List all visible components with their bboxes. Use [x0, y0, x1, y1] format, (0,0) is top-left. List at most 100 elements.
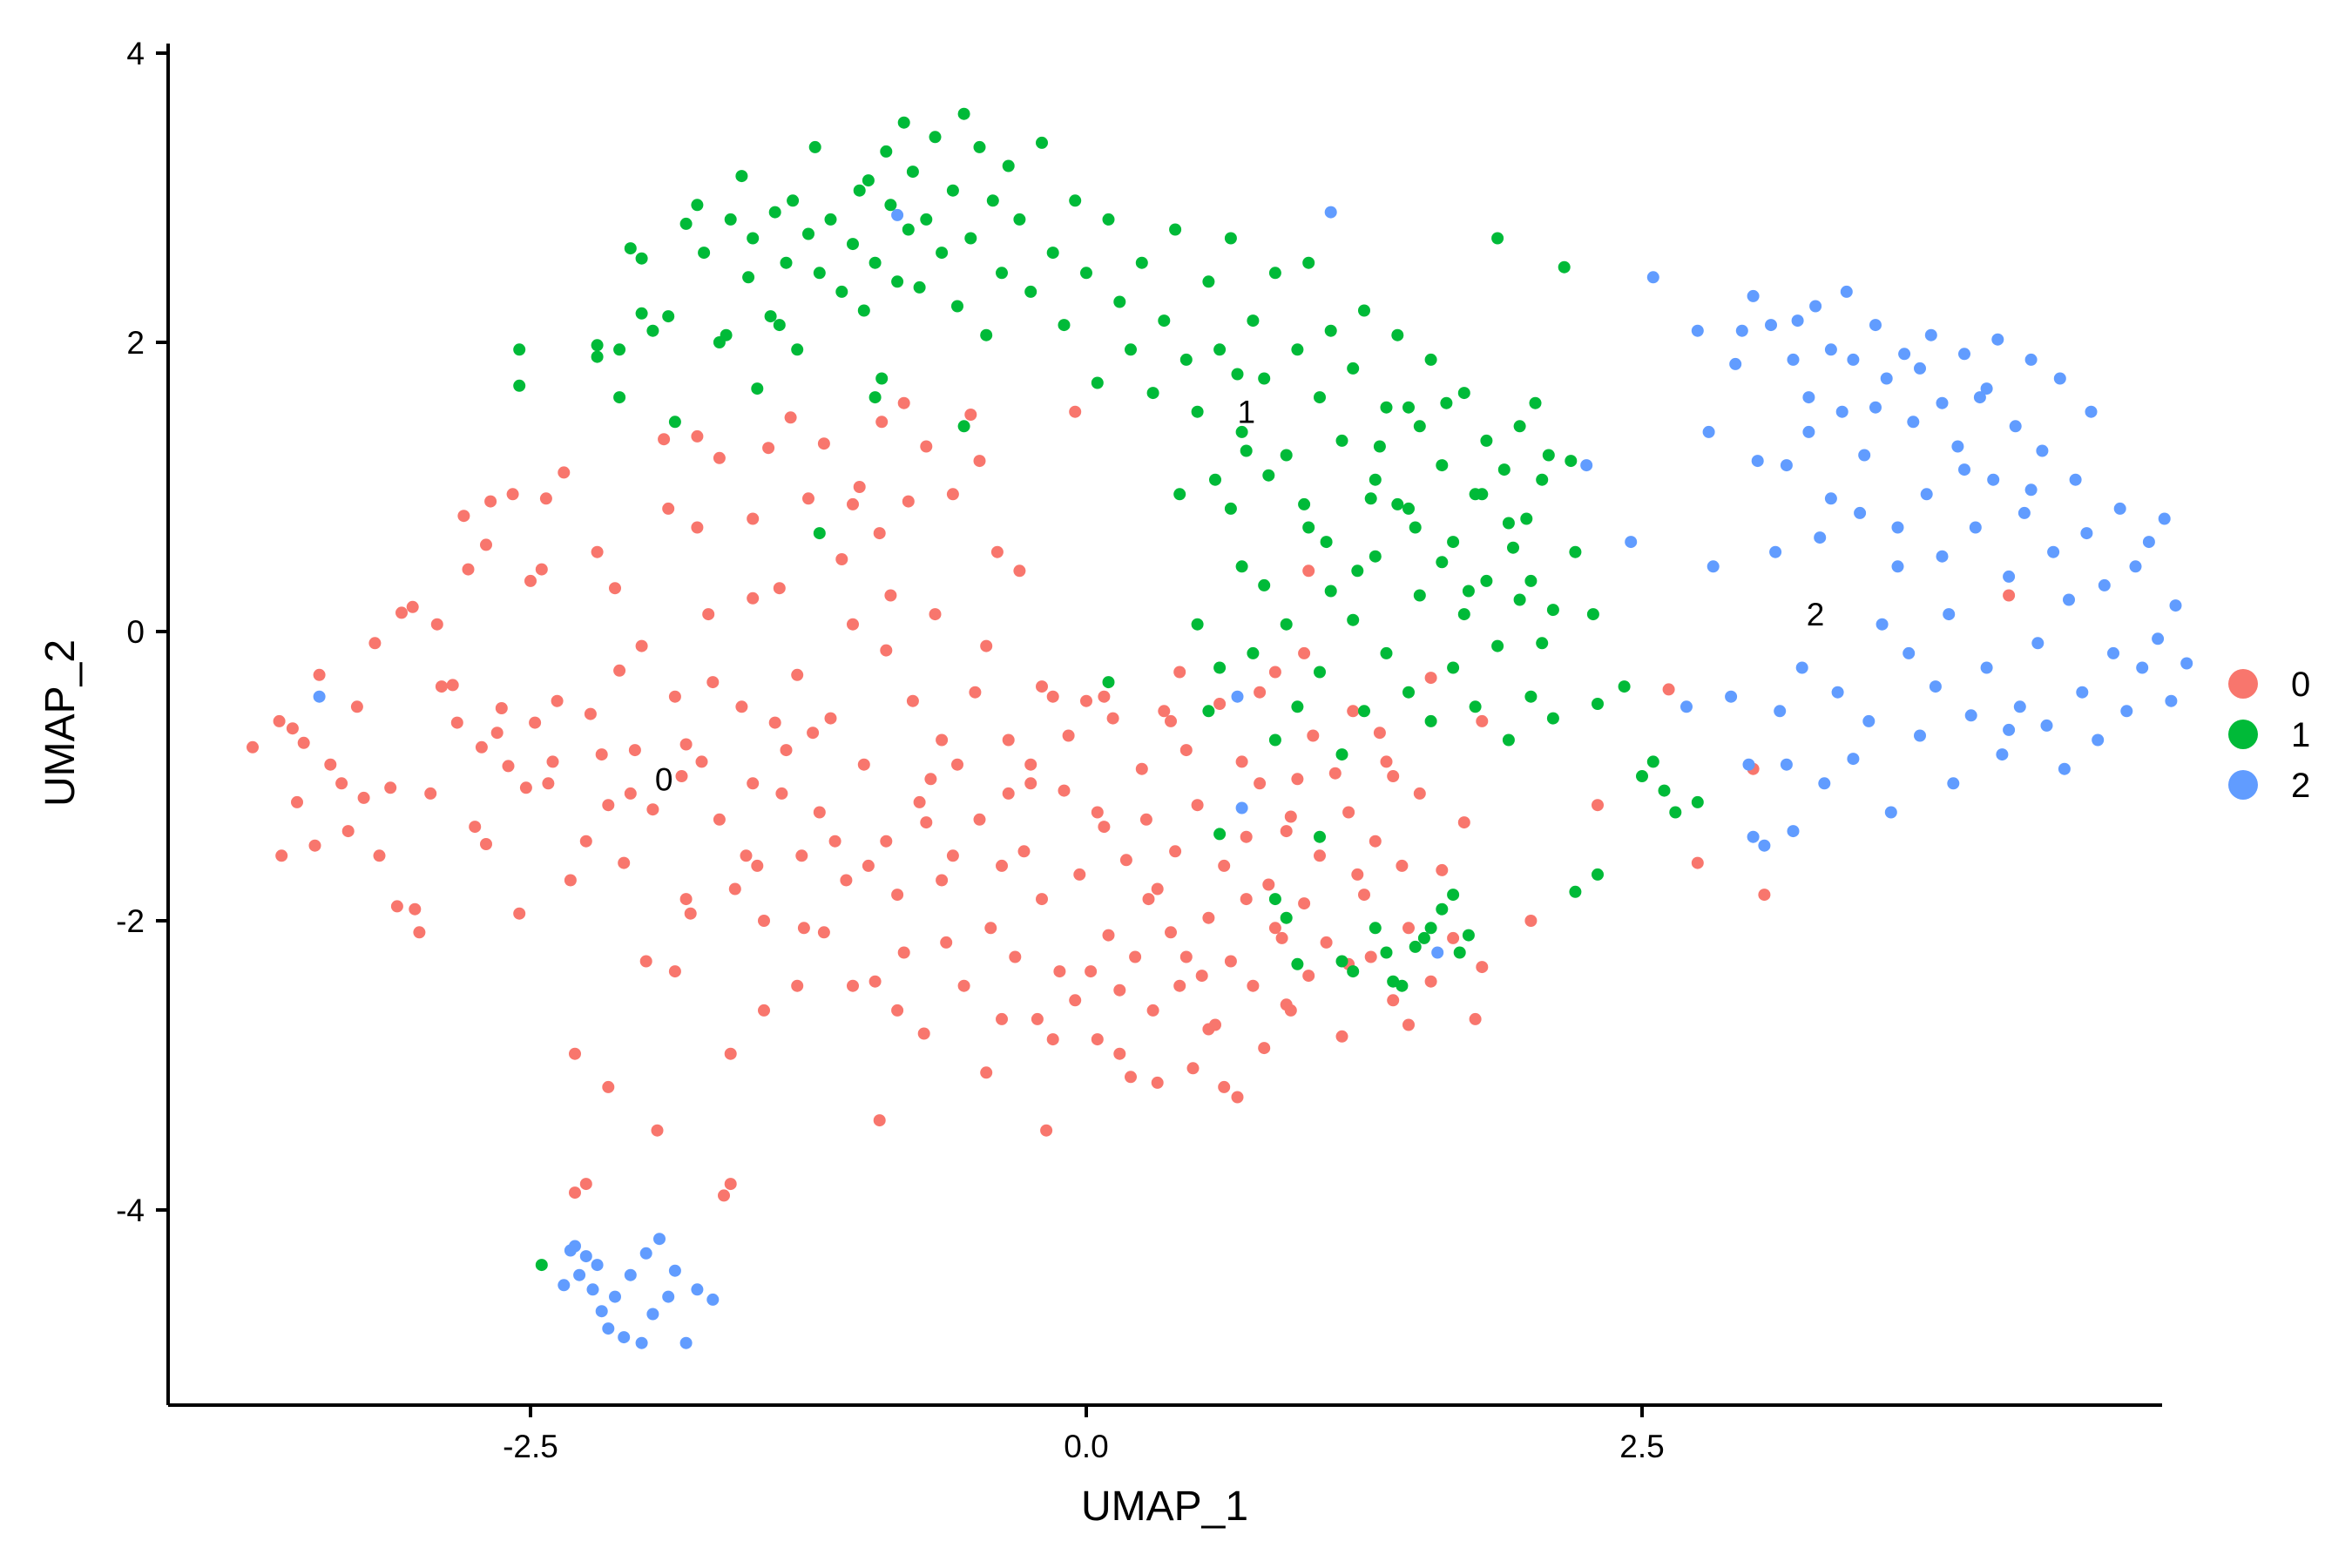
- point-cluster-0: [980, 1066, 993, 1079]
- point-cluster-0: [675, 770, 688, 782]
- point-cluster-0: [840, 874, 853, 887]
- point-cluster-0: [1091, 806, 1104, 819]
- point-cluster-2: [1802, 425, 1815, 438]
- point-cluster-1: [698, 247, 711, 260]
- point-cluster-1: [613, 391, 626, 404]
- point-cluster-0: [1046, 690, 1059, 703]
- point-cluster-2: [2076, 686, 2089, 699]
- point-cluster-0: [740, 849, 753, 862]
- point-cluster-1: [1358, 705, 1370, 718]
- point-cluster-1: [1231, 368, 1244, 381]
- point-cluster-1: [679, 217, 693, 230]
- point-cluster-0: [1320, 936, 1333, 949]
- point-cluster-0: [1135, 762, 1148, 775]
- point-cluster-2: [1702, 425, 1715, 438]
- point-cluster-0: [1106, 712, 1119, 725]
- point-cluster-1: [1324, 585, 1337, 598]
- point-cluster-2: [1980, 382, 1993, 395]
- point-cluster-0: [247, 740, 259, 754]
- point-cluster-0: [1091, 1033, 1104, 1046]
- point-cluster-1: [1457, 387, 1470, 400]
- point-cluster-1: [1658, 784, 1671, 797]
- point-cluster-0: [639, 955, 652, 968]
- point-cluster-0: [768, 716, 781, 729]
- point-cluster-0: [1146, 1004, 1159, 1017]
- point-cluster-1: [613, 343, 626, 356]
- point-cluster-0: [984, 922, 997, 935]
- point-cluster-0: [1240, 893, 1253, 906]
- point-cluster-1: [875, 372, 889, 385]
- point-cluster-1: [1262, 469, 1275, 482]
- point-cluster-2: [1991, 333, 2004, 346]
- point-cluster-2: [2036, 444, 2049, 457]
- point-cluster-2: [1920, 488, 1933, 501]
- point-cluster-0: [929, 608, 942, 621]
- point-cluster-1: [1546, 604, 1559, 617]
- point-cluster-0: [996, 859, 1008, 872]
- point-cluster-1: [1314, 391, 1326, 404]
- point-cluster-2: [1787, 353, 1800, 366]
- point-cluster-1: [1258, 578, 1271, 591]
- point-cluster-1: [1558, 260, 1571, 274]
- point-cluster-0: [1165, 714, 1177, 727]
- point-cluster-0: [1262, 878, 1275, 891]
- point-cluster-1: [1502, 733, 1515, 747]
- point-cluster-0: [308, 839, 321, 852]
- point-cluster-0: [828, 835, 841, 848]
- point-cluster-1: [802, 227, 814, 240]
- point-cluster-0: [1447, 931, 1460, 944]
- point-cluster-1: [1462, 929, 1475, 942]
- point-cluster-0: [691, 521, 704, 534]
- point-cluster-0: [1364, 950, 1377, 963]
- point-cluster-1: [946, 184, 959, 197]
- point-cluster-2: [2136, 661, 2149, 674]
- point-cluster-1: [868, 391, 882, 404]
- point-cluster-0: [350, 700, 363, 713]
- point-cluster-2: [1943, 608, 1956, 621]
- point-cluster-1: [1347, 362, 1360, 375]
- point-cluster-0: [651, 1124, 664, 1137]
- point-cluster-1: [1402, 401, 1415, 414]
- point-cluster-0: [758, 1004, 770, 1017]
- point-cluster-2: [1747, 830, 1760, 843]
- point-cluster-0: [1291, 773, 1304, 786]
- point-cluster-0: [1247, 979, 1260, 992]
- point-cluster-2: [1958, 348, 1970, 361]
- point-cluster-0: [1218, 1080, 1231, 1093]
- point-cluster-2: [586, 1283, 599, 1296]
- point-cluster-0: [857, 758, 870, 771]
- point-cluster-0: [835, 553, 848, 565]
- point-cluster-2: [1936, 396, 1949, 409]
- point-cluster-1: [1447, 889, 1460, 902]
- point-cluster-0: [1387, 770, 1400, 782]
- point-cluster-1: [1046, 247, 1059, 260]
- point-cluster-0: [791, 979, 804, 992]
- point-cluster-1: [1369, 922, 1382, 935]
- point-cluster-0: [891, 889, 904, 902]
- point-cluster-0: [1085, 965, 1098, 978]
- point-cluster-0: [1024, 777, 1037, 790]
- point-cluster-1: [1391, 497, 1404, 510]
- point-cluster-0: [524, 574, 537, 587]
- point-cluster-2: [1969, 521, 1982, 534]
- point-cluster-0: [1342, 806, 1355, 819]
- y-tick-label: -2: [116, 903, 145, 939]
- point-cluster-0: [502, 760, 515, 773]
- point-cluster-0: [973, 813, 986, 826]
- point-cluster-0: [1053, 965, 1066, 978]
- point-cluster-1: [847, 238, 859, 251]
- point-cluster-0: [880, 835, 893, 848]
- point-cluster-0: [506, 488, 519, 501]
- point-cluster-0: [880, 644, 893, 657]
- point-cluster-0: [891, 1004, 904, 1017]
- point-cluster-2: [1831, 686, 1844, 699]
- point-cluster-2: [602, 1322, 615, 1335]
- point-cluster-1: [1536, 637, 1549, 650]
- point-cluster-0: [735, 700, 748, 713]
- point-cluster-0: [558, 466, 571, 479]
- point-cluster-2: [2017, 506, 2031, 519]
- point-cluster-1: [936, 247, 949, 260]
- point-cluster-0: [1436, 863, 1449, 876]
- point-cluster-0: [1031, 1012, 1044, 1025]
- point-cluster-2: [1964, 709, 1977, 722]
